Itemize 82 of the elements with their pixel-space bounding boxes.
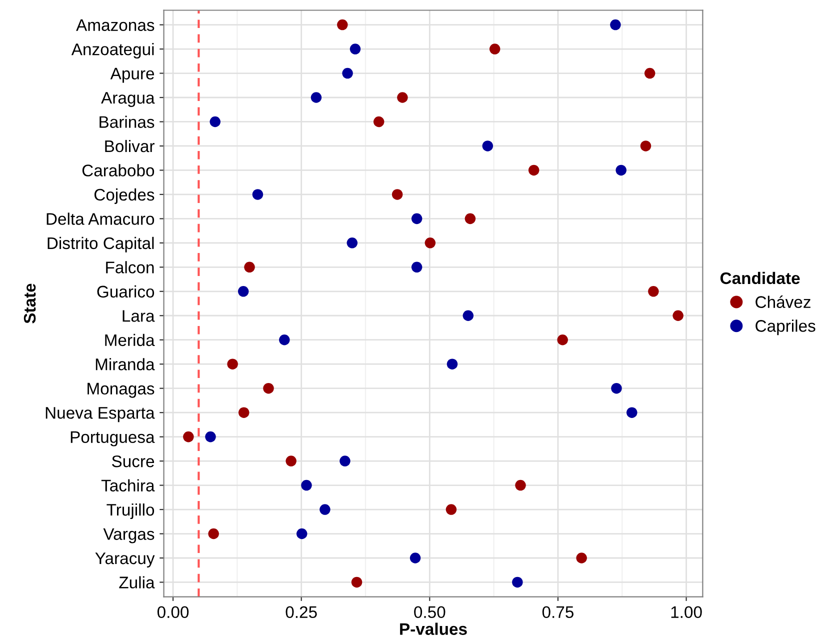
y-axis-title: State: [24, 284, 36, 324]
y-tick-label: Portuguesa: [70, 431, 155, 446]
y-tick-label: Falcon: [106, 261, 154, 274]
y-tick-label: Carabobo: [82, 164, 154, 176]
point: [301, 480, 312, 491]
point: [183, 431, 194, 442]
y-tick-label: Tachira: [101, 479, 155, 492]
y-tick-label: Barinas: [100, 116, 154, 128]
point: [626, 407, 638, 418]
point: [238, 407, 250, 418]
y-tick-label: Monagas: [88, 382, 154, 398]
y-tick-label: Anzoategui: [71, 42, 154, 59]
y-tick-label: Lara: [122, 310, 155, 322]
point: [279, 334, 290, 346]
point: [648, 286, 659, 297]
point: [411, 262, 422, 273]
point: [640, 140, 652, 152]
y-tick-label: Miranda: [96, 358, 155, 370]
legend-label: Chávez: [756, 296, 810, 308]
point: [528, 164, 540, 176]
point: [446, 504, 457, 515]
point: [424, 238, 436, 248]
point: [515, 480, 526, 491]
point: [350, 44, 361, 54]
point: [351, 576, 362, 588]
point: [340, 456, 350, 466]
y-tick-label: Aragua: [101, 92, 155, 108]
x-tick-label: 1.00: [671, 606, 702, 618]
y-tick-label: Yaracuy: [95, 552, 155, 568]
x-tick-label: 0.00: [157, 606, 189, 618]
point: [462, 310, 474, 322]
point: [205, 431, 216, 442]
y-tick-label: Cojedes: [94, 188, 154, 204]
point: [320, 504, 330, 515]
point: [512, 576, 523, 588]
x-axis-title: P-values: [400, 622, 467, 635]
point: [263, 382, 274, 394]
point: [208, 528, 219, 540]
point: [238, 286, 249, 297]
point: [616, 164, 626, 176]
point: [227, 358, 238, 370]
y-tick-label: Vargas: [103, 528, 154, 544]
y-tick-label: Zulia: [119, 576, 155, 588]
point: [373, 116, 384, 128]
point: [610, 19, 621, 30]
y-tick-label: Delta Amacuro: [46, 212, 154, 225]
y-tick-label: Sucre: [112, 455, 154, 468]
y-tick-label: Distrito Capital: [48, 236, 154, 252]
point: [611, 382, 622, 394]
point: [310, 92, 322, 103]
point: [286, 456, 296, 466]
y-tick-label: Guarico: [97, 285, 154, 298]
point: [296, 528, 308, 540]
point: [576, 552, 587, 564]
point: [482, 140, 494, 152]
x-tick-label: 0.25: [286, 606, 317, 618]
point: [464, 213, 476, 224]
y-tick-label: Nueva Esparta: [46, 407, 155, 422]
legend-title: Candidate: [720, 272, 800, 284]
x-tick-label: 0.50: [414, 606, 446, 618]
legend-label: Capriles: [756, 320, 816, 336]
y-tick-label: Merida: [105, 334, 155, 346]
point: [392, 189, 403, 200]
y-tick-label: Trujillo: [106, 503, 154, 520]
point: [410, 552, 421, 564]
point: [346, 238, 358, 248]
point: [557, 334, 568, 346]
point: [672, 310, 684, 322]
point: [210, 116, 221, 128]
point: [411, 213, 422, 224]
point: [397, 92, 408, 103]
point: [252, 189, 264, 200]
point: [489, 44, 500, 54]
y-tick-label: Amazonas: [76, 19, 154, 31]
x-tick-label: 0.75: [542, 606, 574, 618]
point: [446, 358, 458, 370]
y-tick-label: Apure: [110, 68, 154, 83]
point: [644, 68, 656, 79]
point: [244, 262, 255, 273]
point: [342, 68, 353, 79]
point: [337, 19, 348, 30]
y-tick-label: Bolivar: [105, 140, 154, 152]
